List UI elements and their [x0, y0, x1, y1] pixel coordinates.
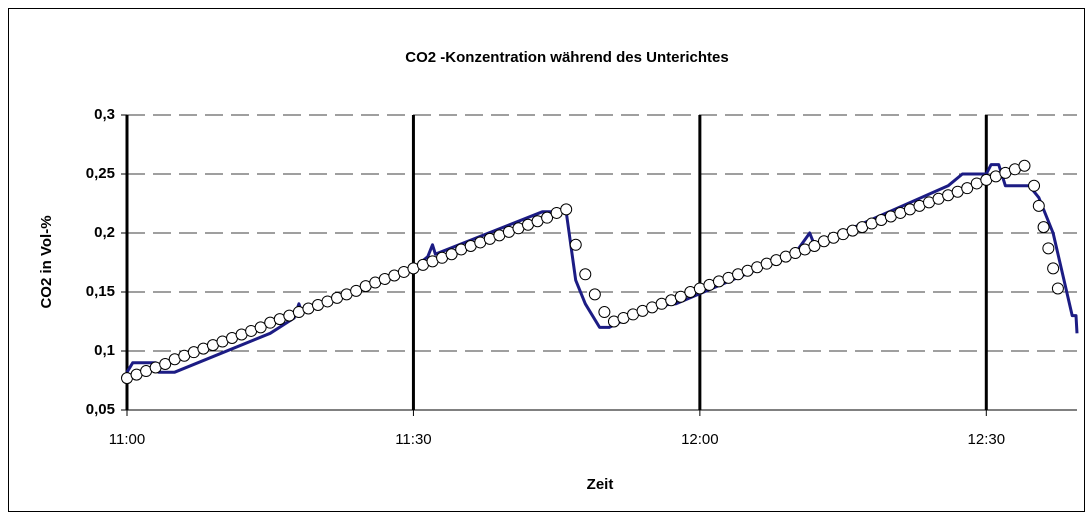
data-point — [1042, 242, 1055, 255]
plot-area — [127, 115, 1077, 410]
y-tick-label: 0,1 — [94, 342, 115, 359]
data-point — [254, 321, 267, 334]
data-point — [560, 203, 573, 216]
data-point — [1051, 282, 1064, 295]
data-point — [350, 284, 363, 297]
x-axis-label: Zeit — [587, 476, 614, 493]
y-tick-label: 0,05 — [86, 401, 115, 418]
data-point — [674, 290, 687, 303]
x-tick-label: 12:00 — [681, 431, 719, 448]
data-point — [445, 248, 458, 261]
data-point — [598, 306, 611, 319]
chart-title: CO2 -Konzentration während des Untericht… — [405, 49, 728, 66]
data-point — [961, 182, 974, 195]
y-tick-label: 0,15 — [86, 283, 115, 300]
data-point — [541, 211, 554, 224]
data-point — [1028, 179, 1041, 192]
y-axis-label: CO2 in Vol-% — [38, 215, 55, 308]
data-point — [1037, 221, 1050, 234]
data-point — [579, 268, 592, 281]
data-point — [159, 357, 172, 370]
data-point — [1032, 199, 1045, 212]
data-point — [1047, 262, 1060, 275]
data-point — [569, 238, 582, 251]
x-tick-label: 11:30 — [395, 431, 431, 448]
data-point — [588, 288, 601, 301]
data-point — [1018, 159, 1031, 172]
x-tick-label: 11:00 — [109, 431, 145, 448]
x-tick-label: 12:30 — [968, 431, 1006, 448]
y-tick-label: 0,3 — [94, 106, 115, 123]
data-point — [808, 239, 821, 252]
y-tick-label: 0,25 — [86, 165, 115, 182]
y-tick-label: 0,2 — [94, 224, 115, 241]
